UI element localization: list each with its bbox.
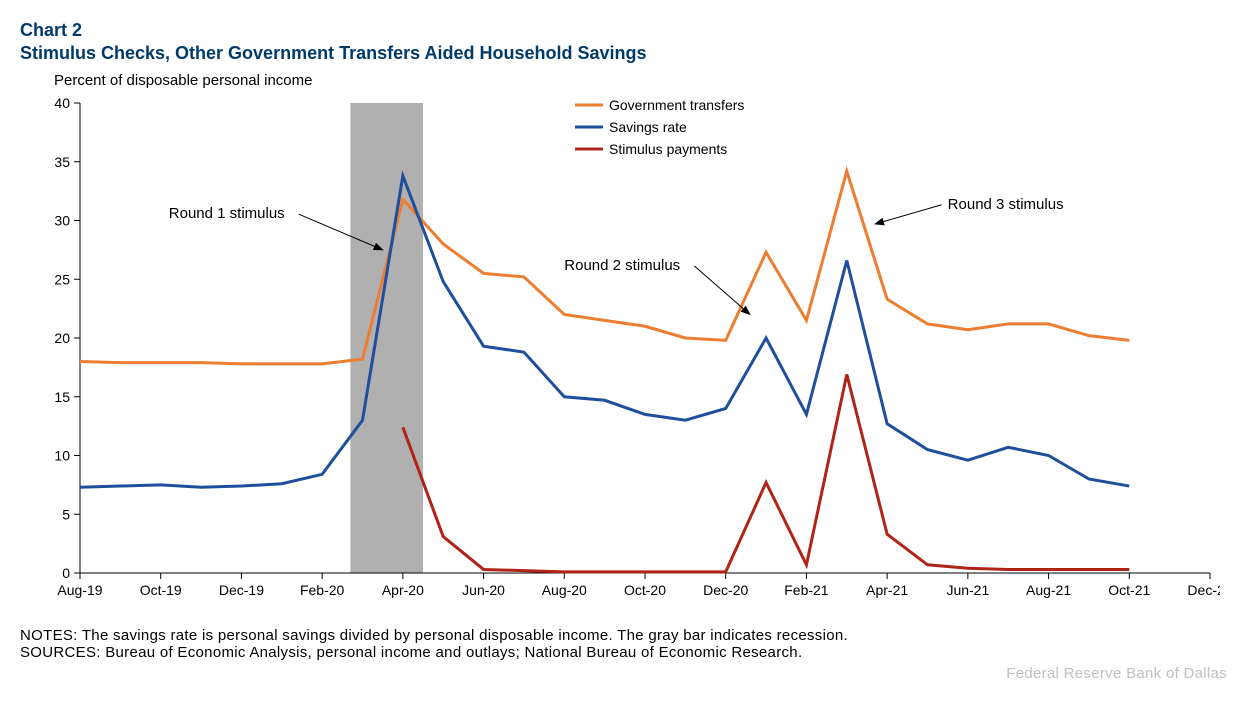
svg-text:Feb-21: Feb-21 — [784, 582, 829, 598]
svg-text:15: 15 — [54, 389, 70, 405]
svg-text:0: 0 — [62, 565, 70, 581]
svg-text:Feb-20: Feb-20 — [300, 582, 345, 598]
svg-text:Round 2 stimulus: Round 2 stimulus — [564, 257, 680, 274]
svg-text:Round 3 stimulus: Round 3 stimulus — [948, 196, 1064, 213]
svg-text:Stimulus payments: Stimulus payments — [609, 141, 727, 157]
notes-line: NOTES: The savings rate is personal savi… — [20, 627, 1227, 644]
svg-text:Round 1 stimulus: Round 1 stimulus — [169, 205, 285, 222]
svg-text:Dec-19: Dec-19 — [219, 582, 264, 598]
svg-text:Aug-19: Aug-19 — [57, 582, 102, 598]
svg-text:Government transfers: Government transfers — [609, 97, 744, 113]
svg-text:10: 10 — [54, 448, 70, 464]
svg-text:Jun-20: Jun-20 — [462, 582, 505, 598]
annotation: Round 3 stimulus — [875, 196, 1064, 224]
svg-text:Oct-21: Oct-21 — [1108, 582, 1150, 598]
svg-text:30: 30 — [54, 213, 70, 229]
svg-text:Apr-21: Apr-21 — [866, 582, 908, 598]
svg-text:35: 35 — [54, 154, 70, 170]
recession-bar — [350, 103, 423, 573]
svg-text:Oct-19: Oct-19 — [140, 582, 182, 598]
svg-text:25: 25 — [54, 271, 70, 287]
svg-text:Jun-21: Jun-21 — [946, 582, 989, 598]
svg-text:Savings rate: Savings rate — [609, 119, 687, 135]
svg-text:20: 20 — [54, 330, 70, 346]
svg-text:40: 40 — [54, 95, 70, 111]
y-axis: 0 5 10 15 20 25 30 35 40 — [54, 95, 80, 581]
line-chart: 0 5 10 15 20 25 30 35 40 Aug-19 Oct-19 Dec-19 Feb-20… — [20, 93, 1220, 613]
svg-text:Oct-20: Oct-20 — [624, 582, 666, 598]
chart-container: 0 5 10 15 20 25 30 35 40 Aug-19 Oct-19 Dec-19 Feb-20… — [20, 93, 1220, 613]
svg-text:Aug-20: Aug-20 — [542, 582, 587, 598]
svg-text:Aug-21: Aug-21 — [1026, 582, 1071, 598]
svg-text:5: 5 — [62, 506, 70, 522]
svg-text:Dec-21: Dec-21 — [1187, 582, 1220, 598]
series-savings_rate — [80, 176, 1129, 487]
chart-title: Stimulus Checks, Other Government Transf… — [20, 43, 1227, 64]
chart-notes: NOTES: The savings rate is personal savi… — [20, 627, 1227, 661]
series-stimulus_payments — [403, 374, 1129, 571]
y-axis-label: Percent of disposable personal income — [54, 72, 1227, 89]
legend: Government transfers Savings rate Stimulus… — [575, 97, 744, 157]
attribution: Federal Reserve Bank of Dallas — [20, 665, 1227, 682]
x-axis: Aug-19 Oct-19 Dec-19 Feb-20 Apr-20 Jun-20 Aug-… — [57, 573, 1220, 598]
annotation: Round 2 stimulus — [564, 257, 750, 315]
chart-number: Chart 2 — [20, 20, 1227, 41]
svg-text:Dec-20: Dec-20 — [703, 582, 748, 598]
svg-text:Apr-20: Apr-20 — [382, 582, 424, 598]
sources-line: SOURCES: Bureau of Economic Analysis, pe… — [20, 644, 1227, 661]
